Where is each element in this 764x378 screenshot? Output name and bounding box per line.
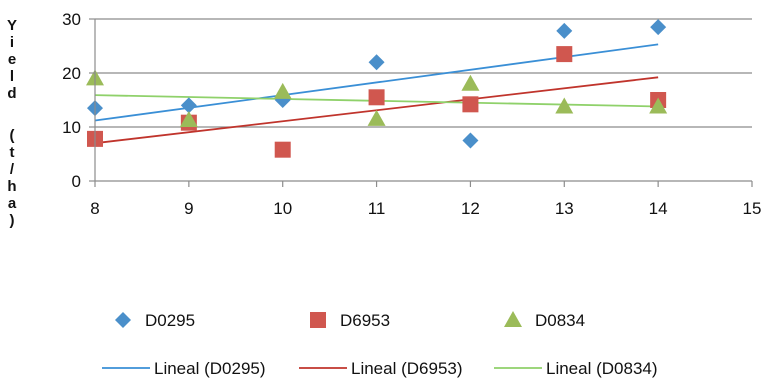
y-tick-label: 20 — [62, 64, 81, 83]
legend-label: D0295 — [145, 311, 195, 330]
gridlines — [95, 18, 752, 128]
legend-label: Lineal (D6953) — [351, 359, 463, 378]
x-tick-label: 11 — [368, 199, 386, 218]
data-point-diamond — [556, 22, 573, 39]
legend-label: D6953 — [340, 311, 390, 330]
y-tick-label: 30 — [62, 10, 81, 29]
x-tick-label: 8 — [90, 199, 99, 218]
axes: 0 10 20 30 8 9 10 11 12 13 14 15 — [62, 10, 761, 218]
data-point-square — [274, 141, 291, 158]
data-point-square — [368, 89, 385, 106]
x-tick-label: 12 — [461, 199, 480, 218]
legend-marker — [310, 312, 326, 328]
data-point-square — [556, 46, 573, 63]
x-tick-label: 10 — [273, 199, 292, 218]
data-point-diamond — [180, 97, 197, 114]
data-point-triangle — [649, 97, 668, 114]
data-point-triangle — [367, 109, 386, 126]
data-point-diamond — [462, 132, 479, 149]
legend-label: Lineal (D0295) — [154, 359, 266, 378]
x-tick-label: 15 — [743, 199, 762, 218]
legend: D0295 D6953 D0834 Lineal (D0295) Lineal (D69… — [102, 311, 658, 378]
y-tick-label: 10 — [62, 118, 81, 137]
data-point-diamond — [650, 19, 667, 36]
data-point-diamond — [368, 54, 385, 71]
legend-marker — [504, 311, 522, 327]
data-point-triangle — [179, 110, 198, 127]
data-point-triangle — [461, 74, 480, 91]
data-point-triangle — [273, 82, 292, 99]
legend-label: D0834 — [535, 311, 585, 330]
data-point-triangle — [555, 97, 574, 114]
y-tick-label: 0 — [72, 172, 81, 191]
legend-label: Lineal (D0834) — [546, 359, 658, 378]
x-tick-label: 13 — [555, 199, 574, 218]
data-point-square — [462, 96, 479, 113]
x-tick-label: 9 — [184, 199, 193, 218]
legend-marker — [115, 312, 131, 328]
data-points — [86, 19, 668, 158]
x-tick-label: 14 — [649, 199, 668, 218]
